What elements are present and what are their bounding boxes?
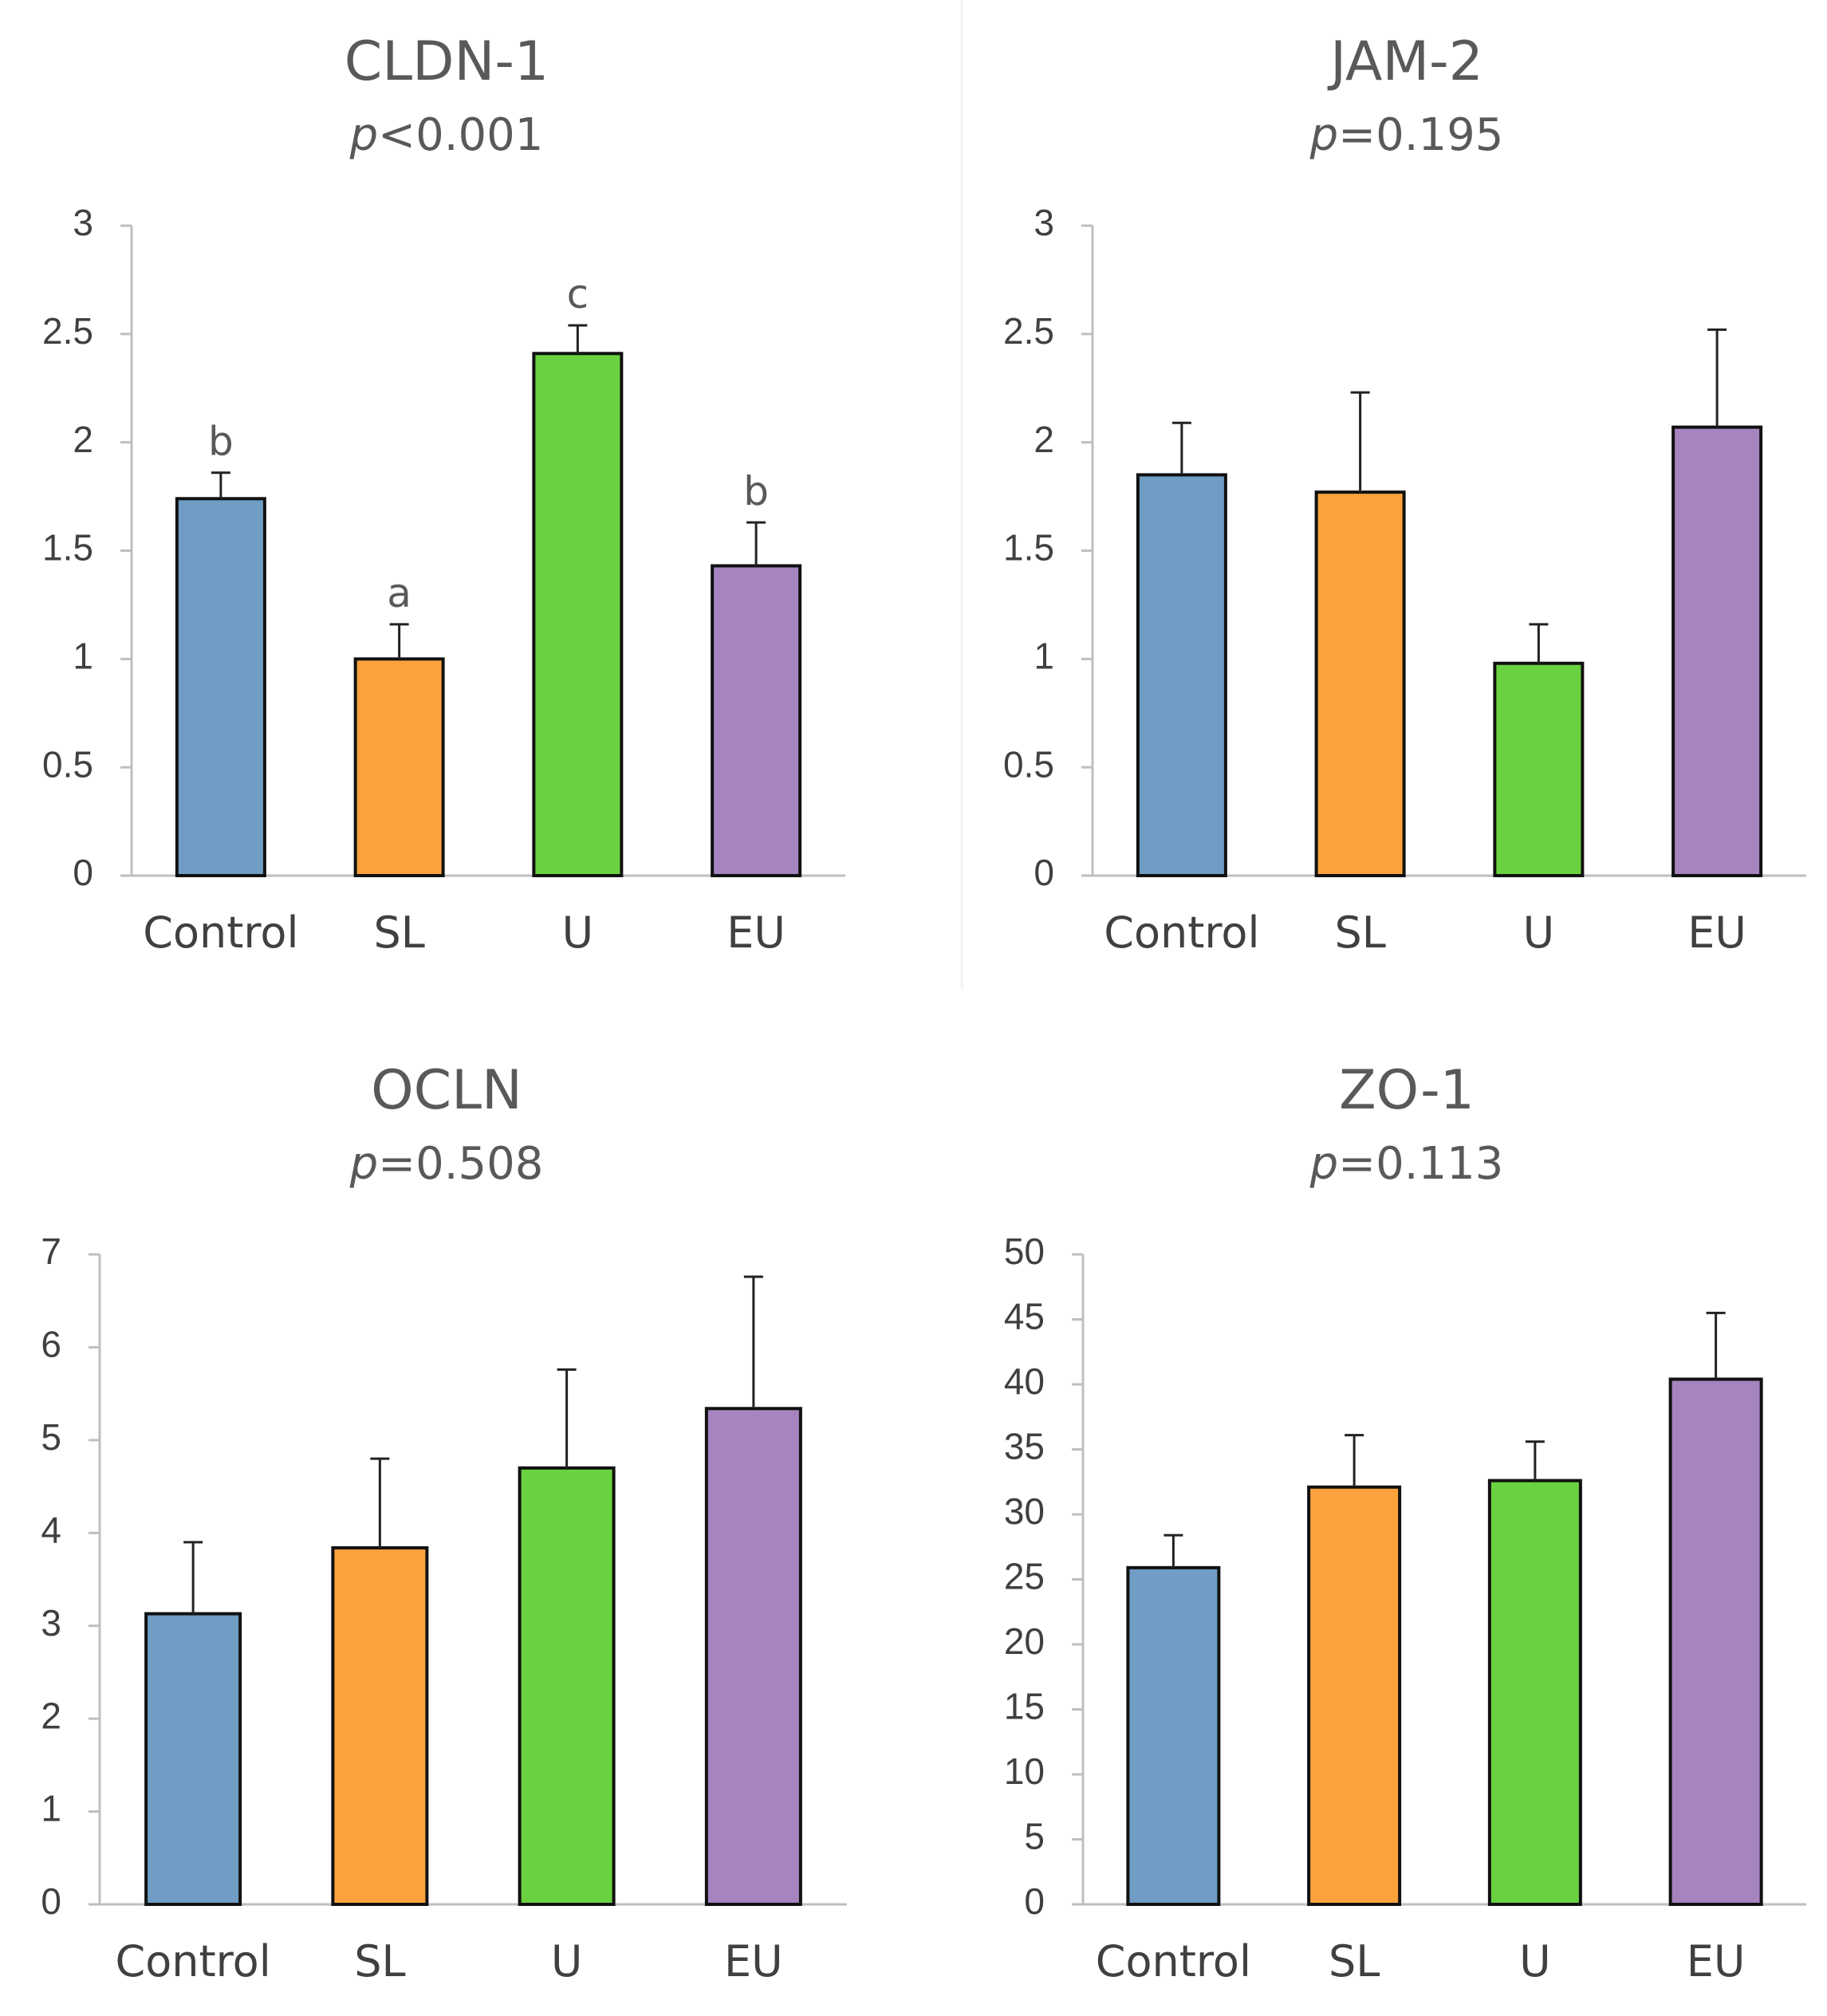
y-tick-label: 15 bbox=[1004, 1686, 1045, 1727]
y-tick-label: 20 bbox=[1004, 1620, 1045, 1662]
y-tick-label: 3 bbox=[1034, 202, 1054, 243]
bar-control bbox=[1126, 1565, 1221, 1906]
y-tick-label: 0 bbox=[1024, 1880, 1045, 1922]
panel-title: JAM-2 bbox=[1327, 30, 1483, 93]
p-symbol: p bbox=[1309, 1138, 1339, 1190]
category-label: Control bbox=[116, 1936, 271, 1986]
bar-control bbox=[175, 497, 266, 877]
panel-ocln: OCLN p=0.508 0 1 2 3 4 5 6 7 Control SL U EU bbox=[41, 1059, 847, 1986]
category-label: SL bbox=[354, 1936, 405, 1986]
panel-jam2: JAM-2 p=0.195 0 0.5 1 1.5 2 2.5 3 Control SL U EU bbox=[1003, 30, 1806, 958]
panel-title: CLDN-1 bbox=[345, 30, 549, 93]
significance-letter: c bbox=[567, 271, 589, 317]
category-label: Control bbox=[143, 908, 298, 958]
panel-cldn1: CLDN-1 p<0.001 0 0.5 1 1.5 2 2.5 3 b Control a SL c… bbox=[42, 30, 845, 958]
p-symbol: p bbox=[1309, 109, 1339, 161]
category-label: SL bbox=[373, 908, 424, 958]
category-label: EU bbox=[1687, 1936, 1746, 1986]
p-value: =0.195 bbox=[1338, 109, 1503, 161]
y-tick-label: 0 bbox=[73, 852, 93, 893]
p-value-label: p<0.001 bbox=[349, 109, 544, 161]
bar-control bbox=[1136, 473, 1227, 878]
y-tick-label: 0 bbox=[1034, 852, 1054, 893]
bar-u bbox=[1493, 661, 1585, 877]
category-label: Control bbox=[1104, 908, 1259, 958]
y-tick-label: 2 bbox=[1034, 419, 1054, 460]
y-tick-label: 1 bbox=[1034, 635, 1054, 676]
y-tick-label: 0 bbox=[41, 1880, 61, 1922]
category-label: SL bbox=[1329, 1936, 1380, 1986]
p-value-label: p=0.195 bbox=[1309, 109, 1504, 161]
y-tick-label: 10 bbox=[1004, 1750, 1045, 1792]
category-label: U bbox=[562, 908, 594, 958]
y-tick-label: 4 bbox=[41, 1509, 61, 1550]
bar-eu bbox=[1668, 1377, 1763, 1906]
y-tick-label: 0.5 bbox=[1003, 743, 1054, 785]
significance-letter: b bbox=[743, 468, 769, 514]
bar-eu bbox=[1671, 425, 1763, 877]
y-tick-label: 5 bbox=[1024, 1816, 1045, 1857]
significance-letter: b bbox=[208, 419, 234, 465]
bar-chart-cldn1: 0 0.5 1 1.5 2 2.5 3 b Control a SL c Ub EU bbox=[42, 202, 845, 958]
bar-chart-ocln: 0 1 2 3 4 5 6 7 Control SL U EU bbox=[41, 1230, 847, 1986]
significance-letter: a bbox=[387, 570, 411, 616]
y-tick-label: 6 bbox=[41, 1324, 61, 1365]
y-tick-label: 25 bbox=[1004, 1556, 1045, 1597]
bar-sl bbox=[353, 657, 445, 877]
category-label: EU bbox=[724, 1936, 783, 1986]
panel-title: OCLN bbox=[371, 1059, 522, 1122]
y-tick-label: 1 bbox=[41, 1788, 61, 1829]
y-tick-label: 35 bbox=[1004, 1426, 1045, 1467]
y-tick-label: 30 bbox=[1004, 1490, 1045, 1532]
y-tick-label: 40 bbox=[1004, 1360, 1045, 1402]
y-tick-label: 1.5 bbox=[42, 527, 93, 569]
y-tick-label: 2 bbox=[41, 1695, 61, 1736]
category-label: Control bbox=[1096, 1936, 1251, 1986]
y-tick-label: 5 bbox=[41, 1416, 61, 1458]
category-label: EU bbox=[1687, 908, 1746, 958]
y-tick-label: 2.5 bbox=[1003, 310, 1054, 352]
y-tick-label: 3 bbox=[41, 1602, 61, 1644]
p-value: =0.508 bbox=[378, 1138, 543, 1190]
panel-zo1: ZO-1 p=0.113 0 5 10 15 20 25 30 35 40 45 50 Control… bbox=[1004, 1059, 1806, 1986]
bar-chart-zo1: 0 5 10 15 20 25 30 35 40 45 50 Control SL U EU bbox=[1004, 1230, 1806, 1986]
y-tick-label: 7 bbox=[41, 1230, 61, 1272]
y-tick-label: 2 bbox=[73, 419, 93, 460]
p-value: =0.113 bbox=[1338, 1138, 1503, 1190]
y-tick-label: 50 bbox=[1004, 1230, 1045, 1272]
p-symbol: p bbox=[349, 109, 379, 161]
p-symbol: p bbox=[349, 1138, 379, 1190]
bar-eu bbox=[711, 564, 802, 877]
bar-sl bbox=[1307, 1485, 1402, 1906]
bar-chart-jam2: 0 0.5 1 1.5 2 2.5 3 Control SL U EU bbox=[1003, 202, 1806, 958]
category-label: SL bbox=[1334, 908, 1385, 958]
y-tick-label: 2.5 bbox=[42, 310, 93, 352]
y-tick-label: 45 bbox=[1004, 1296, 1045, 1337]
p-value: <0.001 bbox=[378, 109, 543, 161]
bar-u bbox=[518, 1466, 616, 1907]
category-label: U bbox=[1519, 1936, 1551, 1986]
bar-eu bbox=[704, 1407, 802, 1907]
y-tick-label: 1.5 bbox=[1003, 527, 1054, 569]
category-label: EU bbox=[726, 908, 786, 958]
bar-sl bbox=[1314, 490, 1406, 878]
y-tick-label: 0.5 bbox=[42, 743, 93, 785]
panel-title: ZO-1 bbox=[1339, 1059, 1475, 1122]
bar-sl bbox=[331, 1545, 429, 1907]
y-tick-label: 1 bbox=[73, 635, 93, 676]
bar-u bbox=[1487, 1479, 1582, 1906]
y-tick-label: 3 bbox=[73, 202, 93, 243]
bar-control bbox=[144, 1612, 242, 1907]
category-label: U bbox=[551, 1936, 583, 1986]
p-value-label: p=0.508 bbox=[349, 1138, 544, 1190]
p-value-label: p=0.113 bbox=[1309, 1138, 1504, 1190]
category-label: U bbox=[1523, 908, 1555, 958]
bar-u bbox=[532, 352, 624, 877]
